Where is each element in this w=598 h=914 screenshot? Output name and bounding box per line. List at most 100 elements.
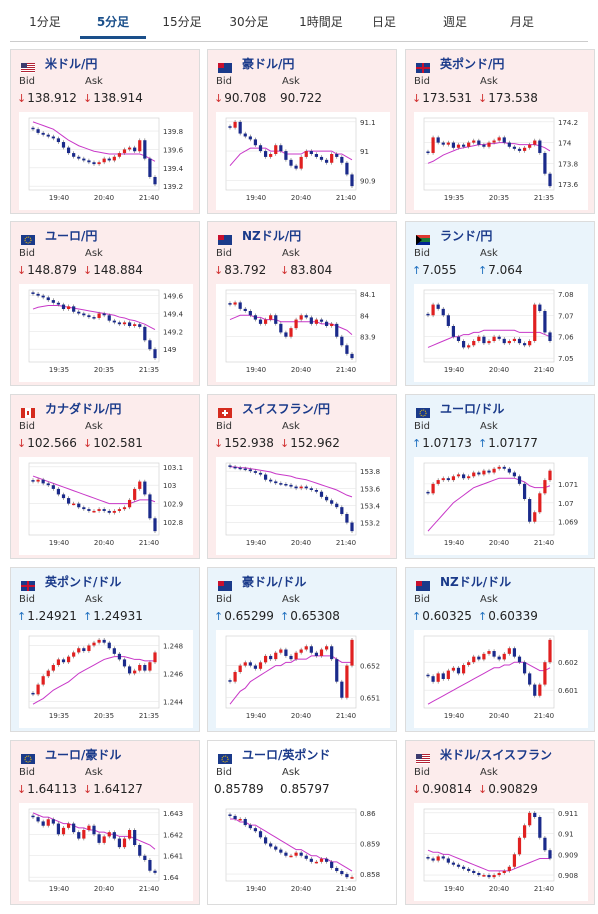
candle-body xyxy=(248,662,252,666)
rate-card[interactable]: ランド/円 Bid Ask ↑7.055 ↑7.064 7.08 7.07 7.06 7.05 1… xyxy=(405,221,595,386)
currency-pair-title[interactable]: NZドル/円 xyxy=(242,229,302,243)
currency-pair-title[interactable]: 米ドル/円 xyxy=(45,57,98,71)
mini-chart[interactable]: 1.248 1.246 1.244 19:35 20:35 21:35 xyxy=(19,630,193,728)
candle-body xyxy=(274,315,278,324)
currency-pair-title[interactable]: 豪ドル/ドル xyxy=(242,575,307,589)
tab-1min[interactable]: 1分足 xyxy=(29,15,61,29)
candle-body xyxy=(482,653,486,660)
rate-card[interactable]: ユーロ/英ポンド Bid Ask 0.85789 0.85797 0.86 0.859 0.8… xyxy=(207,740,397,905)
currency-pair-title[interactable]: カナダドル/円 xyxy=(45,402,122,416)
rate-card[interactable]: ユーロ/円 Bid Ask ↓148.879 ↓148.884 149.6 149.4 149… xyxy=(10,221,200,386)
rate-card[interactable]: 豪ドル/ドル Bid Ask ↑0.65299 ↑0.65308 0.652 0.651 19… xyxy=(207,567,397,732)
currency-pair-title[interactable]: 豪ドル/円 xyxy=(242,57,295,71)
tab-5min[interactable]: 5分足 xyxy=(80,0,146,39)
currency-pair-title[interactable]: ユーロ/ドル xyxy=(440,402,505,416)
mini-chart-svg: 84.1 84 83.9 19:40 20:40 21:40 xyxy=(225,289,376,374)
candle-body xyxy=(497,656,501,660)
x-tick-label: 20:40 xyxy=(489,712,509,720)
mini-chart[interactable]: 139.8 139.6 139.4 139.2 19:40 20:40 21:40 xyxy=(19,112,193,210)
currency-pair-title[interactable]: ユーロ/円 xyxy=(45,229,98,243)
tab-30min[interactable]: 30分足 xyxy=(229,15,269,29)
ask-label: Ask xyxy=(480,248,498,259)
rate-card[interactable]: NZドル/円 Bid Ask ↓83.792 ↓83.804 84.1 84 83.9 19:4… xyxy=(207,221,397,386)
candle-body xyxy=(507,648,511,654)
tab-1hour[interactable]: 1時間足 xyxy=(299,15,343,29)
currency-pair-title[interactable]: ユーロ/英ポンド xyxy=(242,748,331,762)
candle-body xyxy=(107,510,111,513)
candle-body xyxy=(299,649,303,653)
currency-pair-title[interactable]: NZドル/ドル xyxy=(440,575,512,589)
ask-price: ↓148.884 xyxy=(83,263,143,277)
tab-monthly[interactable]: 月足 xyxy=(509,15,534,29)
candle-body xyxy=(431,676,435,682)
y-tick-label: 173.6 xyxy=(558,181,579,189)
x-tick-label: 20:40 xyxy=(291,194,311,202)
candle-body xyxy=(87,315,91,318)
currency-pair-title[interactable]: スイスフラン/円 xyxy=(242,402,331,416)
tab-daily[interactable]: 日足 xyxy=(371,15,396,29)
mini-chart[interactable]: 1.643 1.642 1.641 1.64 19:40 20:40 21:40 xyxy=(19,803,193,901)
currency-pair-title[interactable]: 米ドル/スイスフラン xyxy=(440,748,553,762)
rate-card[interactable]: ユーロ/ドル Bid Ask ↑1.07173 ↑1.07177 1.071 1.07 1.0… xyxy=(405,394,595,559)
rate-card[interactable]: スイスフラン/円 Bid Ask ↓152.938 ↓152.962 153.8 153.6… xyxy=(207,394,397,559)
candle-body xyxy=(263,837,268,844)
mini-chart-svg: 139.8 139.6 139.4 139.2 19:40 20:40 21:40 xyxy=(28,117,184,202)
x-tick-label: 21:40 xyxy=(336,194,356,202)
mini-chart[interactable]: 7.08 7.07 7.06 7.05 19:40 20:40 21:40 xyxy=(414,284,588,382)
rate-card[interactable]: カナダドル/円 Bid Ask ↓102.566 ↓102.581 103.1 103 102… xyxy=(10,394,200,559)
tab-weekly[interactable]: 週足 xyxy=(442,15,467,29)
candle-body xyxy=(138,665,142,671)
mini-chart-svg: 0.602 0.601 19:40 20:40 21:40 xyxy=(423,635,578,720)
rate-card[interactable]: 米ドル/円 Bid Ask ↓138.912 ↓138.914 139.8 139.6 139… xyxy=(10,49,200,214)
candle-body xyxy=(533,512,537,522)
rate-card[interactable]: ユーロ/豪ドル Bid Ask ↓1.64113 ↓1.64127 1.643 1.642 1… xyxy=(10,740,200,905)
tab-15min[interactable]: 15分足 xyxy=(162,15,202,29)
mini-chart[interactable]: 174.2 174 173.8 173.6 19:35 20:35 21:35 xyxy=(414,112,588,210)
candle-body xyxy=(548,850,552,859)
candle-body xyxy=(345,514,349,523)
rate-card[interactable]: 米ドル/スイスフラン Bid Ask ↓0.90814 ↓0.90829 0.911 0.9… xyxy=(405,740,595,905)
bid-price-text: 90.708 xyxy=(224,91,267,105)
arrow-down-icon: ↓ xyxy=(17,783,27,796)
candle-body xyxy=(507,468,511,473)
candle-body xyxy=(512,146,517,149)
candle-body xyxy=(314,652,319,656)
rate-card[interactable]: 豪ドル/円 Bid Ask ↓90.708 90.722 91.1 91 90.9 19:40 2… xyxy=(207,49,397,214)
currency-pair-title[interactable]: ユーロ/豪ドル xyxy=(45,748,122,762)
mini-chart[interactable]: 153.8 153.6 153.4 153.2 19:40 20:40 21:40 xyxy=(216,457,390,555)
ask-price: ↑0.60339 xyxy=(478,609,538,623)
bid-price-text: 1.07173 xyxy=(422,436,472,450)
candle-body xyxy=(517,338,522,344)
candle-body xyxy=(92,317,96,319)
candle-body xyxy=(61,659,66,663)
candle-body xyxy=(467,345,471,348)
mini-chart[interactable]: 84.1 84 83.9 19:40 20:40 21:40 xyxy=(216,284,390,382)
candle-body xyxy=(263,319,268,324)
x-tick-label: 21:40 xyxy=(336,539,356,547)
mini-chart[interactable]: 1.071 1.07 1.069 19:40 20:40 21:40 xyxy=(414,457,588,555)
rate-card[interactable]: 英ポンド/ドル Bid Ask ↑1.24921 ↑1.24931 1.248 1.246 1… xyxy=(10,567,200,732)
mini-chart[interactable]: 0.86 0.859 0.858 19:40 20:40 21:40 xyxy=(216,803,390,901)
currency-pair-title[interactable]: 英ポンド/ドル xyxy=(45,575,122,589)
currency-pair-title[interactable]: ランド/円 xyxy=(440,229,493,243)
mini-chart[interactable]: 0.911 0.91 0.909 0.908 19:40 20:40 21:40 xyxy=(414,803,588,901)
candle-body xyxy=(528,341,532,346)
candle-body xyxy=(87,645,91,652)
candle-body xyxy=(46,670,50,677)
candle-body xyxy=(543,662,547,685)
mini-chart[interactable]: 0.652 0.651 19:40 20:40 21:40 xyxy=(216,630,390,728)
candle-body xyxy=(319,491,324,497)
candle-body xyxy=(507,341,511,344)
candle-body xyxy=(350,174,354,187)
mini-chart[interactable]: 103.1 103 102.9 102.8 19:40 20:40 21:40 xyxy=(19,457,193,555)
mini-chart[interactable]: 0.602 0.601 19:40 20:40 21:40 xyxy=(414,630,588,728)
candle-body xyxy=(533,140,537,145)
bid-label: Bid xyxy=(216,594,232,605)
currency-pair-title[interactable]: 英ポンド/円 xyxy=(440,57,505,71)
candle-body xyxy=(502,338,506,344)
mini-chart[interactable]: 149.6 149.4 149.2 149 19:35 20:35 21:35 xyxy=(19,284,193,382)
rate-card[interactable]: NZドル/ドル Bid Ask ↑0.60325 ↑0.60339 0.602 0.601 1… xyxy=(405,567,595,732)
rate-card[interactable]: 英ポンド/円 Bid Ask ↓173.531 ↓173.538 174.2 174 173.… xyxy=(405,49,595,214)
mini-chart[interactable]: 91.1 91 90.9 19:40 20:40 21:40 xyxy=(216,112,390,210)
candle-body xyxy=(538,817,542,838)
